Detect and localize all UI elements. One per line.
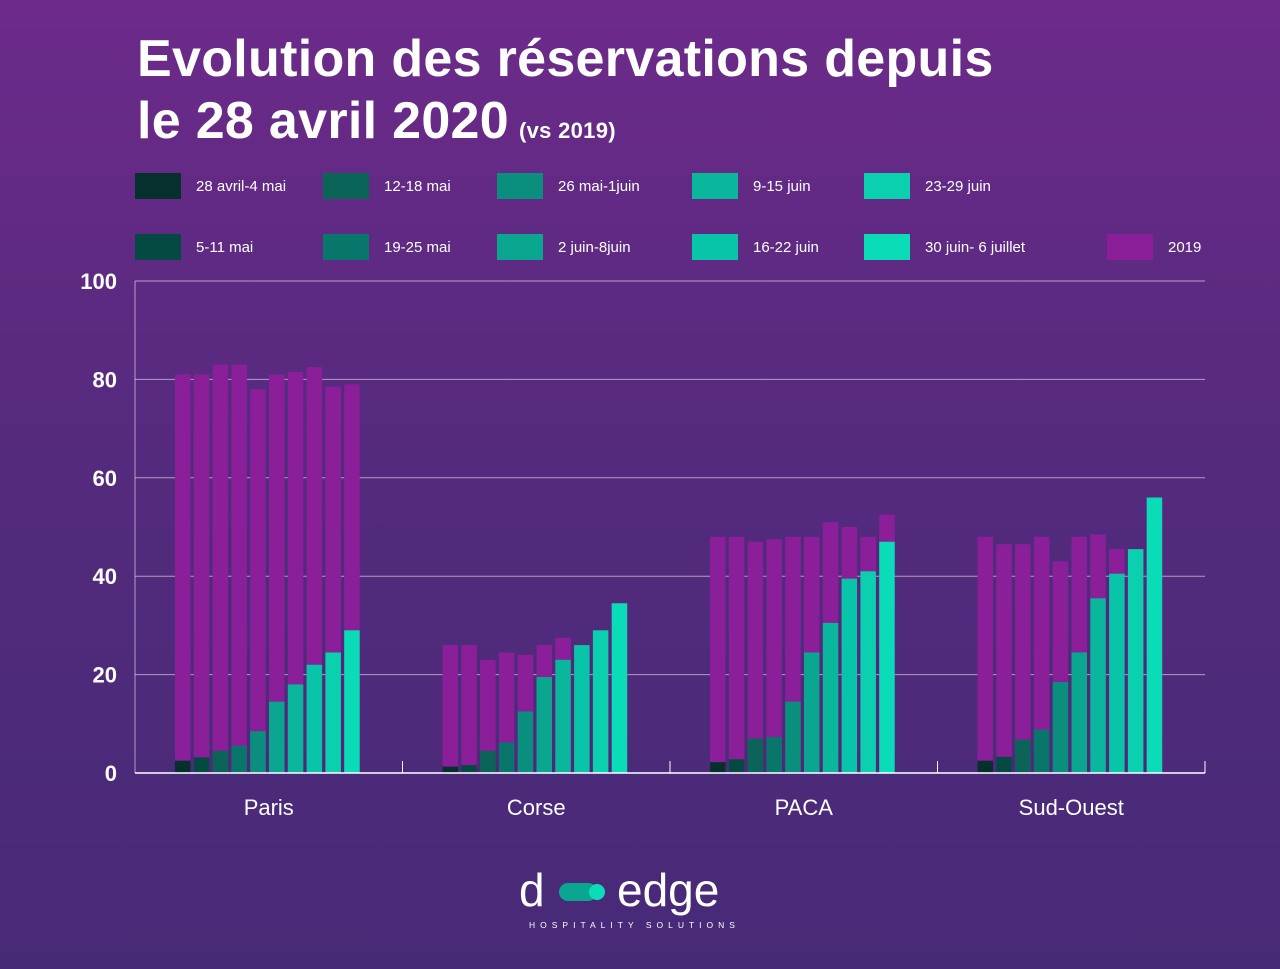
title-line-2: le 28 avril 2020 [137, 92, 509, 150]
bar-2019 [231, 364, 247, 773]
y-tick-label: 60 [93, 466, 117, 491]
bar-2019 [461, 645, 477, 773]
bar-chart: 0 20 40 60 80 100 Paris Corse PACA Sud-Ouest [80, 269, 1163, 820]
bar-2020 [269, 701, 285, 773]
d-edge-logo: d edge HOSPITALITY SOLUTIONS [519, 868, 740, 930]
logo-pill-icon [559, 883, 597, 901]
bar-2020 [175, 760, 191, 773]
bar-2020 [461, 765, 477, 773]
y-tick-label: 40 [93, 564, 117, 589]
bar-2020 [860, 571, 876, 773]
x-category-label: PACA [775, 795, 834, 820]
x-category-label: Sud-Ouest [1019, 795, 1124, 820]
bar-2020 [1127, 549, 1144, 773]
logo-tagline: HOSPITALITY SOLUTIONS [529, 920, 740, 930]
bar-2019 [175, 374, 191, 773]
bar-2020 [250, 731, 266, 773]
bar-2019 [442, 645, 458, 773]
bar-2020 [193, 757, 210, 773]
bar-2020 [231, 745, 247, 773]
logo-word-edge: edge [617, 868, 719, 916]
bar-2019 [1015, 544, 1031, 773]
bar-2019 [996, 544, 1012, 773]
bar-2020 [344, 630, 360, 773]
bar-2020 [1015, 739, 1031, 773]
bar-2019 [766, 539, 782, 773]
logo-dot-icon [589, 884, 605, 900]
bar-2019 [1033, 536, 1050, 773]
bar-2019 [728, 536, 745, 773]
title-suffix: (vs 2019) [519, 118, 616, 143]
bar-2020 [804, 652, 820, 773]
bar-2020 [536, 677, 552, 773]
bar-2020 [574, 645, 590, 773]
y-tick-label: 0 [105, 761, 117, 786]
bar-2019 [480, 659, 496, 773]
x-category-label: Corse [507, 795, 566, 820]
bar-2020 [1146, 497, 1163, 773]
bar-2020 [1071, 652, 1087, 773]
x-category-label: Paris [244, 795, 294, 820]
bar-2020 [555, 659, 571, 773]
bar-2020 [728, 759, 745, 773]
bar-2020 [306, 664, 323, 773]
y-tick-label: 100 [80, 269, 117, 294]
logo-letter-d: d [519, 868, 545, 916]
y-tick-label: 80 [93, 367, 117, 392]
bar-2020 [822, 622, 839, 773]
bar-2020 [766, 737, 782, 773]
bar-2020 [785, 701, 801, 773]
bar-2019 [193, 374, 210, 773]
bar-2019 [977, 536, 993, 773]
bar-2020 [498, 742, 515, 773]
y-tick-label: 20 [93, 663, 117, 688]
bar-2020 [977, 760, 993, 773]
title-line-1: Evolution des réservations depuis [137, 30, 994, 88]
bar-2020 [480, 750, 496, 773]
bar-2020 [1109, 573, 1125, 773]
bar-2020 [611, 603, 628, 773]
bar-2020 [747, 738, 764, 773]
bar-2020 [996, 756, 1012, 773]
bar-2020 [879, 541, 895, 773]
bar-2020 [212, 750, 229, 773]
chart-title: Evolution des réservations depuis le 28 … [137, 28, 994, 162]
bar-2019 [212, 364, 229, 773]
bar-2020 [442, 766, 458, 773]
bar-2020 [592, 630, 609, 773]
bar-2019 [287, 372, 304, 773]
bar-2020 [710, 762, 726, 773]
bar-2020 [841, 578, 858, 773]
bar-2020 [325, 652, 341, 773]
bar-2019 [250, 389, 266, 773]
bar-2020 [1090, 598, 1106, 773]
bar-2020 [517, 711, 534, 773]
bar-2020 [1033, 729, 1050, 773]
bar-2019 [710, 536, 726, 773]
bar-2020 [1052, 681, 1069, 773]
bar-2019 [747, 541, 764, 773]
bar-2020 [287, 684, 304, 773]
bar-2019 [269, 374, 285, 773]
